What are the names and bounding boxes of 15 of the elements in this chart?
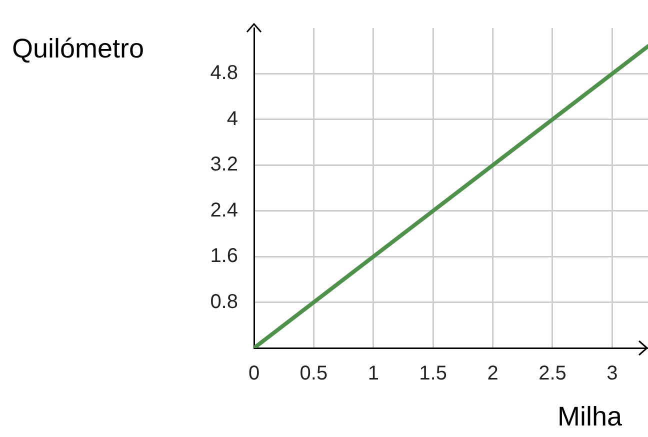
y-tick-label: 4.8	[210, 62, 238, 84]
x-axis-title: Milha	[557, 401, 623, 432]
x-tick-label: 2	[487, 362, 498, 385]
y-tick-label: 4	[226, 108, 238, 130]
y-tick-label: 1.6	[210, 245, 238, 268]
y-axis-title: Quilómetro	[12, 33, 144, 64]
y-tick-label: 0.8	[210, 290, 238, 313]
x-tick-label: 3	[606, 362, 618, 385]
y-tick-label: 2.4	[210, 199, 238, 222]
y-tick-label: 3.2	[210, 154, 238, 176]
x-tick-label: 1	[368, 362, 379, 385]
x-tick-label: 0	[248, 362, 260, 385]
x-tick-label: 0.5	[300, 362, 328, 385]
x-tick-label: 1.5	[419, 362, 447, 385]
x-tick-label: 2.5	[538, 362, 566, 385]
